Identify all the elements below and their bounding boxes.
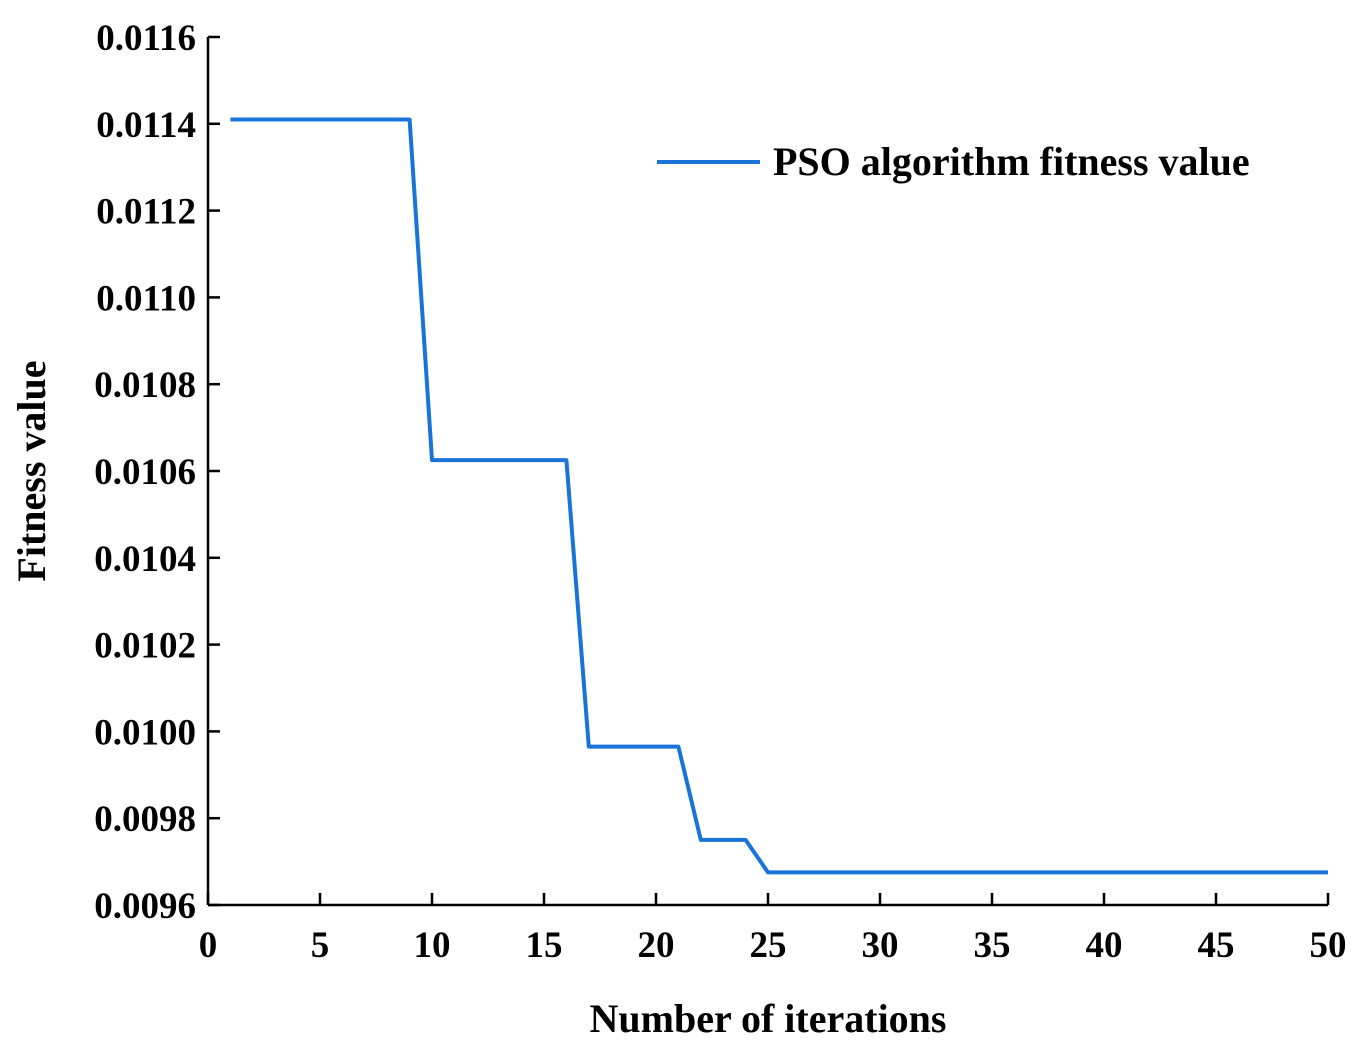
x-tick-label: 15: [526, 925, 563, 966]
y-axis-title: Fitness value: [9, 360, 54, 581]
axes: 0 5 10 15 20 25 30 35 40 45 50 0.0096 0.0098 0.0100 0.…: [94, 18, 1346, 966]
y-tick-label: 0.0096: [94, 886, 196, 927]
series-layer: [230, 117, 1328, 875]
y-tick-label: 0.0104: [94, 539, 196, 580]
x-tick-label: 45: [1198, 925, 1235, 966]
x-tick-label: 20: [638, 925, 675, 966]
x-tick-label: 5: [311, 925, 330, 966]
y-tick-label: 0.0106: [94, 452, 196, 493]
x-tick-label: 0: [199, 925, 218, 966]
y-tick-label: 0.0102: [94, 626, 196, 667]
legend-label: PSO algorithm fitness value: [773, 139, 1250, 184]
x-tick-label: 10: [414, 925, 451, 966]
y-tick-label: 0.0110: [96, 278, 196, 319]
y-tick-label: 0.0098: [94, 799, 196, 840]
y-tick-label: 0.0100: [94, 712, 196, 753]
legend: PSO algorithm fitness value: [657, 139, 1250, 184]
y-tick-label: 0.0116: [96, 18, 196, 59]
x-tick-label: 30: [862, 925, 899, 966]
y-tick-label: 0.0112: [96, 192, 196, 233]
y-tick-label: 0.0108: [94, 365, 196, 406]
x-tick-label: 50: [1310, 925, 1347, 966]
x-axis-title: Number of iterations: [590, 996, 947, 1041]
y-tick-label: 0.0114: [96, 105, 196, 146]
x-tick-label: 25: [750, 925, 787, 966]
x-tick-label: 40: [1086, 925, 1123, 966]
series-line: [230, 117, 1328, 875]
x-tick-label: 35: [974, 925, 1011, 966]
